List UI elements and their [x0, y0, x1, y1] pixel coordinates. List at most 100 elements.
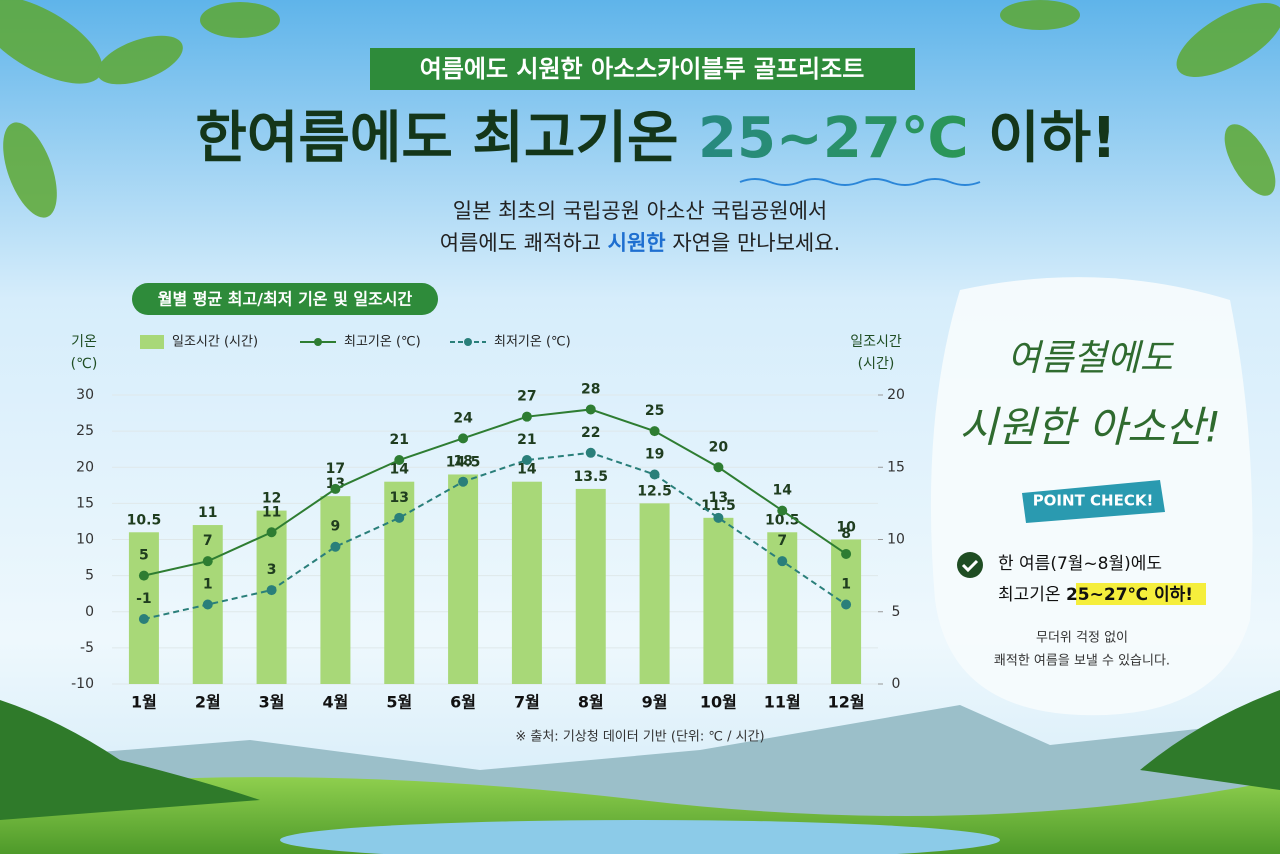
- landscape: [0, 690, 1280, 858]
- point: [330, 541, 341, 552]
- point: [841, 599, 852, 610]
- point: [521, 455, 532, 466]
- point: [777, 556, 788, 567]
- point: [394, 512, 405, 523]
- headline-highlight: 25~27℃: [698, 106, 969, 171]
- point: [585, 447, 596, 458]
- badge: POINT CHECK!: [1033, 492, 1154, 510]
- source: ※ 출처: 기상청 데이터 기반 (단위: ℃ / 시간): [515, 730, 764, 745]
- point: [713, 512, 724, 523]
- y-tick-label: 0: [85, 604, 94, 620]
- legend-swatch: [464, 338, 472, 346]
- line: [143, 451, 847, 620]
- y2-tick-label: 10: [887, 532, 905, 548]
- bar-value-label: 11: [198, 505, 217, 521]
- point: [777, 505, 788, 516]
- bar: [831, 539, 862, 684]
- bar: [448, 474, 479, 684]
- chart-title-bg: [132, 283, 438, 315]
- y2-axis-label: 일조시간: [850, 334, 902, 350]
- point: [138, 613, 149, 624]
- x-tick-label: 12월: [828, 693, 865, 712]
- point-value-label: 11: [262, 504, 281, 520]
- point: [521, 411, 532, 422]
- bar-value-label: 14.5: [446, 454, 481, 470]
- point-value-label: 17: [326, 461, 345, 477]
- bar-value-label: 10: [836, 520, 856, 536]
- y2-axis-label: (시간): [858, 356, 895, 372]
- bar: [639, 503, 670, 684]
- point-value-label: 20: [709, 439, 729, 455]
- point: [649, 469, 660, 480]
- chart-title: 월별 평균 최고/최저 기온 및 일조시간: [158, 290, 413, 309]
- y-tick-label: 15: [76, 495, 94, 511]
- x-tick-label: 5월: [386, 693, 412, 712]
- point: [458, 433, 469, 444]
- headline-part: 한여름에도 최고기온: [195, 106, 678, 171]
- headline-part: 이하!: [988, 106, 1117, 171]
- x-tick-label: 10월: [700, 693, 737, 712]
- point: [841, 548, 852, 559]
- point-value-label: 1: [203, 577, 213, 593]
- intro-highlight: 시원한: [608, 231, 666, 255]
- intro: 일본 최초의 국립공원 아소산 국립공원에서: [453, 199, 827, 223]
- point-value-label: 9: [331, 519, 341, 535]
- legend-swatch: [314, 338, 322, 346]
- bar-value-label: 14: [390, 462, 410, 478]
- intro-part: 자연을 만나보세요.: [672, 231, 840, 255]
- point: [202, 556, 213, 567]
- point-value-label: 7: [203, 533, 213, 549]
- headline: 한여름에도 최고기온 25~27℃ 이하!: [195, 106, 1116, 171]
- x-tick-label: 7월: [514, 693, 540, 712]
- legend-label: 일조시간 (시간): [172, 335, 258, 350]
- y-tick-label: 10: [76, 532, 94, 548]
- point-value-label: 27: [517, 389, 536, 405]
- x-tick-label: 8월: [578, 693, 604, 712]
- point: [202, 599, 213, 610]
- banner: 여름에도 시원한 아소스카이블루 골프리조트: [420, 55, 865, 83]
- check-text: 한 여름(7월~8월)에도: [998, 554, 1162, 574]
- bar: [128, 532, 159, 684]
- point-value-label: 13: [390, 490, 409, 506]
- point-value-label: 14: [773, 483, 793, 499]
- point: [266, 585, 277, 596]
- chart: -10-505101520253005101520기온(℃)일조시간(시간)1월…: [71, 334, 905, 712]
- bar-value-label: 13.5: [573, 469, 608, 485]
- legend-swatch: [140, 335, 164, 349]
- point: [138, 570, 149, 581]
- wave: [739, 178, 981, 186]
- y-axis-label: 기온: [71, 334, 97, 350]
- y-tick-label: 30: [76, 387, 94, 403]
- bar: [320, 496, 351, 684]
- point: [266, 527, 277, 538]
- point-value-label: 1: [841, 577, 851, 593]
- point-value-label: 18: [453, 454, 472, 470]
- point-value-label: 8: [841, 526, 851, 542]
- x-tick-label: 2월: [195, 693, 221, 712]
- note: 쾌적한 여름을 보낼 수 있습니다.: [994, 654, 1170, 669]
- point-value-label: -1: [136, 591, 152, 607]
- bar: [256, 510, 287, 684]
- callout-title: 시원한 아소산!: [959, 403, 1221, 452]
- x-tick-label: 4월: [322, 693, 348, 712]
- bar-value-label: 14: [517, 462, 537, 478]
- y-axis-label: (℃): [71, 356, 98, 372]
- legend-label: 최고기온 (℃): [344, 335, 421, 350]
- callout: 여름철에도 시원한 아소산! POINT CHECK! 한 여름(7월~8월)에…: [930, 277, 1253, 716]
- y-tick-label: 5: [85, 568, 94, 584]
- point: [713, 462, 724, 473]
- intro-part: 여름에도 쾌적하고: [440, 231, 601, 255]
- bar-value-label: 11.5: [701, 498, 736, 514]
- y-tick-label: 25: [76, 423, 94, 439]
- banner-bg: [370, 48, 915, 90]
- point: [585, 404, 596, 415]
- bar-value-label: 12: [262, 491, 281, 507]
- point-value-label: 3: [267, 562, 277, 578]
- check-text: 최고기온 25~27℃ 이하!: [998, 585, 1193, 605]
- point-value-label: 13: [709, 490, 728, 506]
- point: [458, 476, 469, 487]
- x-tick-label: 11월: [764, 693, 801, 712]
- y2-tick-label: 20: [887, 387, 905, 403]
- point-value-label: 21: [390, 432, 409, 448]
